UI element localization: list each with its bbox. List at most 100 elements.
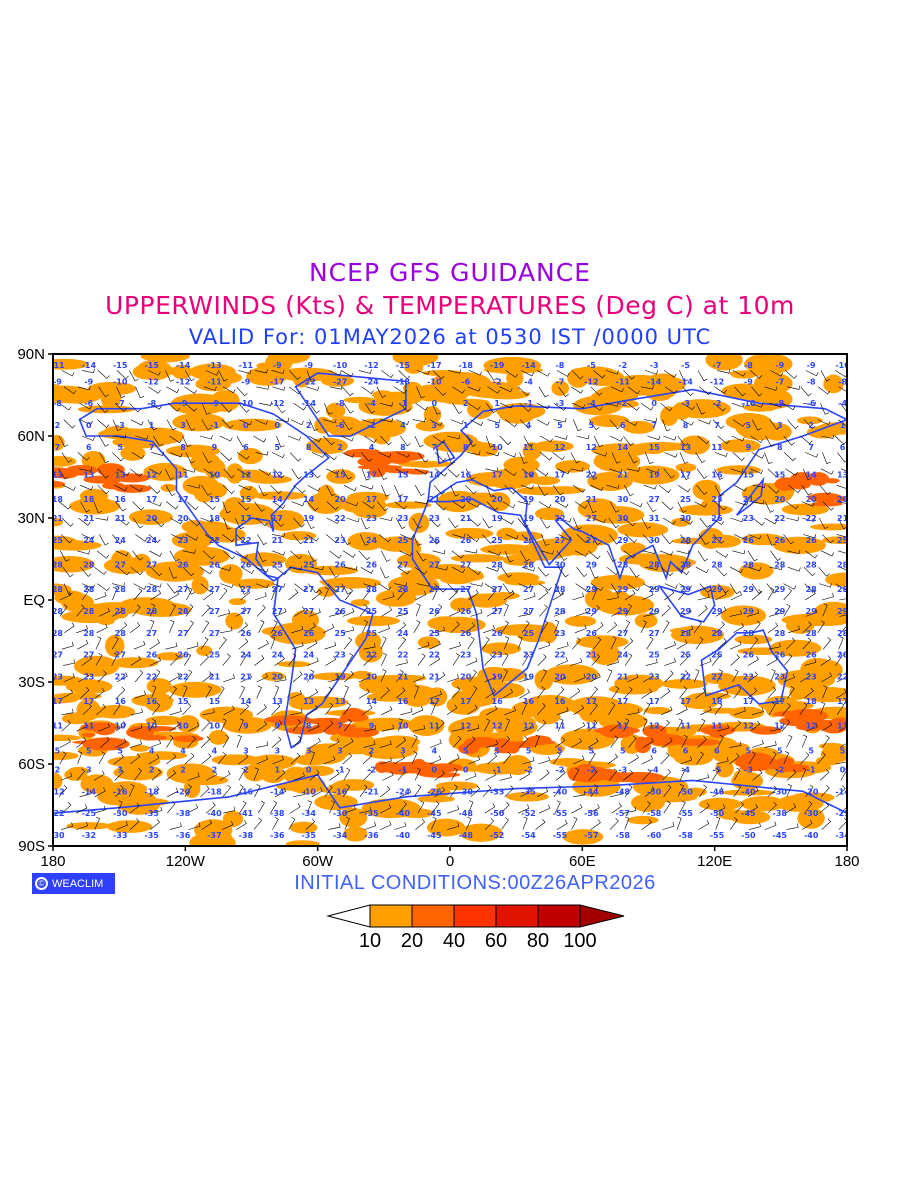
wind-10-20-kts: [781, 503, 829, 516]
temperature-label: 30: [617, 495, 629, 504]
temperature-label: 6: [714, 746, 720, 755]
wind-10-20-kts: [372, 390, 394, 400]
wind-barb: [679, 370, 688, 382]
wind-barb: [623, 686, 633, 699]
wind-barb: [98, 607, 110, 617]
wind-10-20-kts: [211, 754, 260, 766]
wind-10-20-kts: [181, 520, 211, 534]
temperature-label: -34: [333, 831, 348, 840]
temperature-label: 25: [272, 560, 284, 569]
wind-barb: [398, 801, 407, 814]
wind-barb: [202, 620, 210, 633]
wind-barb: [588, 468, 598, 480]
temperature-label: 24: [83, 536, 95, 545]
wind-barb: [468, 755, 481, 765]
wind-10-20-kts: [110, 657, 159, 669]
wind-10-20-kts: [53, 456, 77, 467]
temperature-label: 5: [840, 746, 846, 755]
x-tick-label: 180: [834, 853, 859, 870]
wind-barb: [819, 485, 831, 495]
wind-barb: [396, 621, 407, 634]
wind-barb: [170, 517, 183, 525]
wind-barb: [764, 741, 777, 748]
temperature-label: 1: [494, 399, 500, 408]
temperature-label: 26: [743, 536, 755, 545]
temperature-label: 17: [366, 495, 377, 504]
wind-barb: [645, 370, 659, 375]
temperature-label: 22: [711, 673, 722, 682]
wind-barb: [541, 550, 555, 555]
temperature-label: 28: [523, 560, 535, 569]
wind-barb: [698, 605, 708, 617]
temperature-label: 23: [492, 651, 503, 660]
wind-barb: [626, 673, 639, 683]
wind-10-20-kts: [140, 354, 190, 363]
wind-barb: [553, 751, 561, 765]
wind-barb: [804, 658, 817, 666]
wind-barb: [360, 566, 374, 574]
temperature-label: -30: [333, 809, 348, 818]
temperature-label: 13: [303, 697, 314, 706]
wind-barb: [148, 402, 162, 410]
wind-barb: [699, 802, 710, 814]
wind-10-20-kts: [567, 367, 590, 388]
wind-barb: [503, 751, 512, 765]
wind-barb: [201, 719, 211, 732]
wind-barb: [679, 686, 688, 699]
temperature-label: 12: [146, 470, 157, 479]
wind-barb: [256, 385, 270, 390]
temperature-label: 28: [711, 629, 723, 638]
temperature-label: -8: [744, 361, 753, 370]
wind-barb: [539, 604, 548, 617]
wind-barb: [323, 755, 336, 765]
wind-barb: [398, 637, 407, 650]
wind-barb: [640, 620, 647, 633]
temperature-label: 17: [554, 470, 565, 479]
wind-barb: [626, 467, 640, 472]
temperature-label: 23: [335, 651, 346, 660]
temperature-label: 20: [272, 673, 284, 682]
wind-barb: [799, 702, 808, 715]
wind-barb: [503, 468, 517, 477]
wind-10-20-kts: [423, 406, 442, 424]
wind-barb: [538, 804, 551, 814]
wind-barb: [590, 604, 600, 617]
colorbar-level-label: 80: [527, 930, 549, 952]
temperature-label: -35: [364, 809, 379, 818]
temperature-label: 27: [115, 651, 126, 660]
wind-10-20-kts: [627, 815, 659, 825]
wind-barb: [134, 670, 144, 683]
wind-barb: [255, 517, 268, 527]
wind-barb: [148, 718, 157, 732]
wind-barb: [240, 589, 251, 601]
temperature-label: 0: [86, 421, 92, 430]
temperature-label: -9: [210, 399, 219, 408]
wind-barb: [839, 614, 847, 617]
wind-barb: [63, 673, 75, 683]
wind-barb: [219, 770, 231, 781]
wind-barb: [291, 641, 304, 650]
temperature-label: -22: [50, 809, 64, 818]
wind-barb: [271, 587, 277, 601]
chart-title: NCEP GFS GUIDANCE: [308, 258, 591, 287]
wind-barb: [574, 673, 586, 683]
wind-barb: [823, 637, 832, 650]
wind-barb: [311, 787, 323, 798]
wind-barb: [783, 673, 795, 683]
temperature-label: 11: [711, 443, 723, 452]
temperature-label: 6: [620, 421, 626, 430]
wind-20-40-kts: [750, 726, 782, 735]
x-tick-label: 60E: [569, 853, 596, 870]
colorbar-level-label: 100: [563, 930, 596, 952]
wind-barb: [693, 669, 700, 683]
temperature-label: 17: [52, 697, 63, 706]
colorbar-swatch: [453, 904, 497, 928]
wind-barb: [502, 501, 516, 509]
wind-barb: [557, 718, 564, 732]
wind-barb: [644, 786, 655, 798]
wind-10-20-kts: [799, 687, 847, 703]
wind-10-20-kts: [346, 615, 400, 627]
wind-barb: [291, 625, 304, 634]
wind-barb: [523, 435, 534, 447]
wind-barb: [112, 452, 124, 462]
